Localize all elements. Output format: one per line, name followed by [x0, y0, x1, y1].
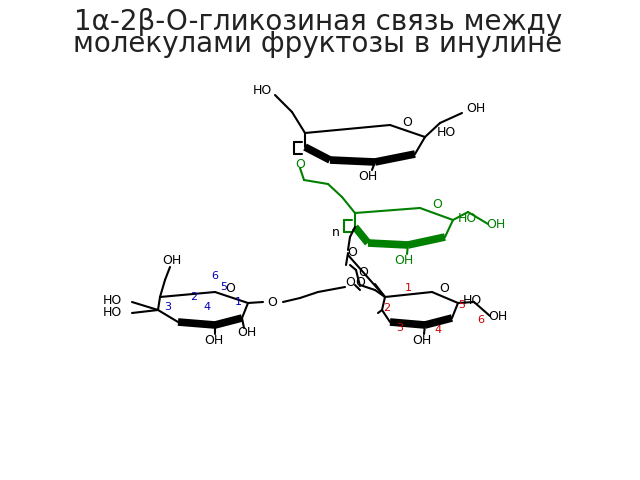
Text: молекулами фруктозы в инулине: молекулами фруктозы в инулине — [74, 30, 563, 58]
Text: 3: 3 — [397, 323, 403, 333]
Text: HO: HO — [458, 212, 477, 225]
Text: O: O — [432, 199, 442, 212]
Text: OH: OH — [204, 334, 223, 347]
Text: OH: OH — [358, 169, 378, 182]
Text: 5: 5 — [458, 300, 465, 310]
Text: O: O — [295, 157, 305, 170]
Text: 1: 1 — [404, 283, 412, 293]
Text: HO: HO — [102, 293, 122, 307]
Text: 6: 6 — [211, 271, 218, 281]
Text: O: O — [355, 276, 365, 288]
Text: OH: OH — [467, 103, 486, 116]
Text: OH: OH — [486, 218, 506, 231]
Text: OH: OH — [412, 334, 431, 347]
Text: OH: OH — [237, 326, 257, 339]
Text: 6: 6 — [477, 315, 484, 325]
Text: OH: OH — [394, 253, 413, 266]
Text: 5: 5 — [221, 282, 227, 292]
Text: 1: 1 — [234, 297, 241, 307]
Text: 3: 3 — [164, 302, 172, 312]
Text: O: O — [358, 265, 368, 278]
Text: 2: 2 — [191, 292, 198, 302]
Text: 4: 4 — [435, 325, 442, 335]
Text: 4: 4 — [204, 302, 211, 312]
Text: O: O — [345, 276, 355, 288]
Text: O: O — [225, 283, 235, 296]
Text: n: n — [332, 226, 340, 239]
Text: OH: OH — [163, 254, 182, 267]
Text: O: O — [402, 116, 412, 129]
Text: HO: HO — [102, 305, 122, 319]
Text: HO: HO — [463, 293, 483, 307]
Text: O: O — [267, 296, 277, 309]
Text: O: O — [347, 245, 357, 259]
Text: HO: HO — [437, 125, 456, 139]
Text: 1α-2β-O-гликозиная связь между: 1α-2β-O-гликозиная связь между — [74, 8, 562, 36]
Text: OH: OH — [488, 311, 508, 324]
Text: HO: HO — [252, 84, 271, 96]
Text: O: O — [439, 283, 449, 296]
Text: 2: 2 — [383, 303, 390, 313]
